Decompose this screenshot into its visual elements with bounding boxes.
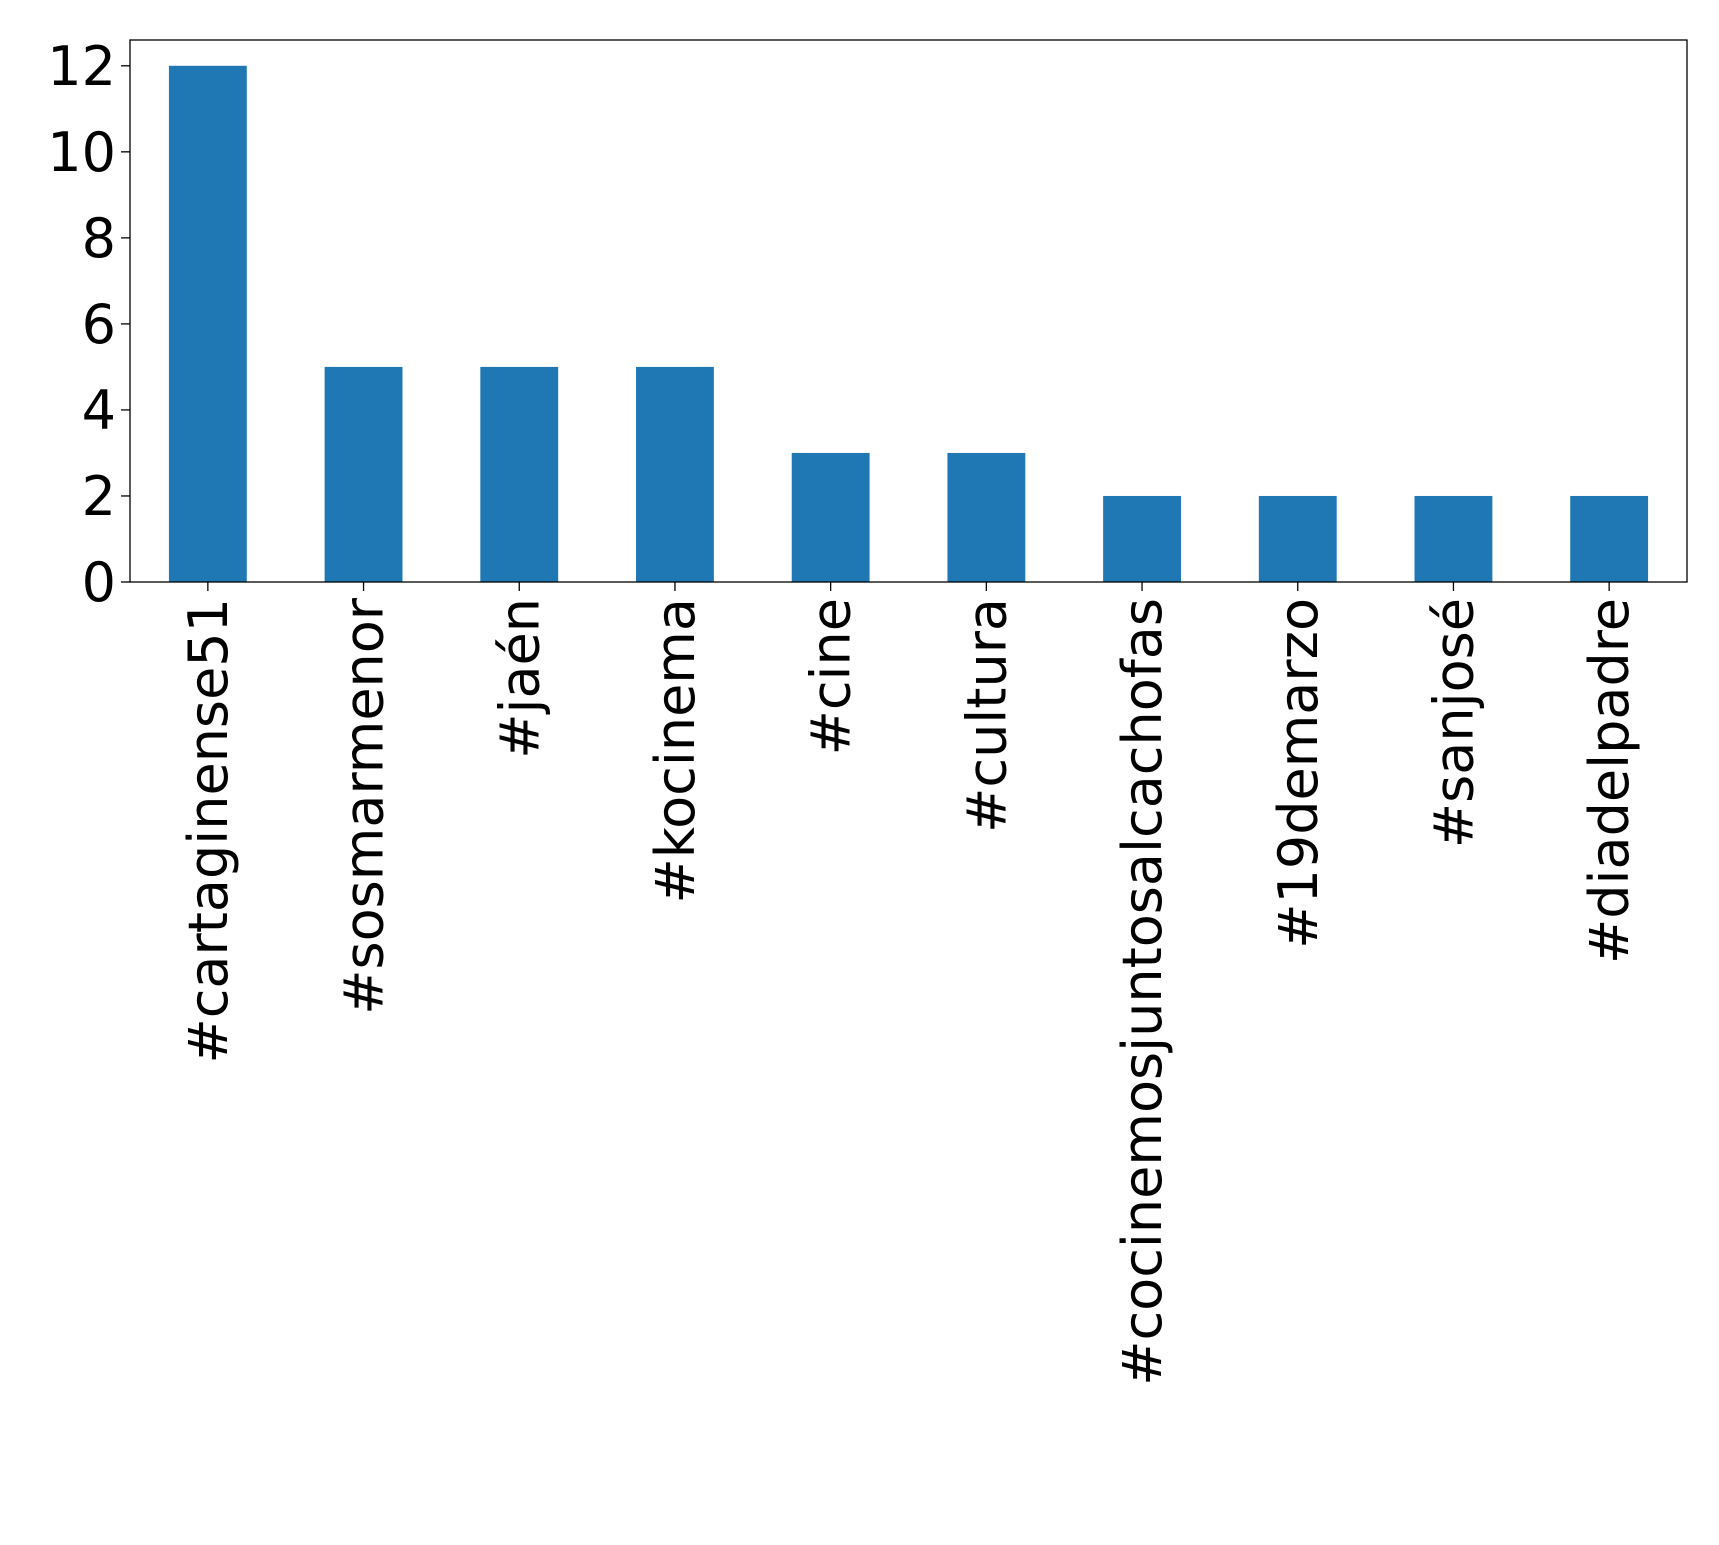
y-tick-label: 2: [82, 465, 116, 528]
x-tick-label: #19demarzo: [1267, 598, 1330, 949]
y-tick-label: 10: [47, 121, 116, 184]
y-tick-label: 0: [82, 551, 116, 614]
bar-4: [791, 452, 870, 582]
y-tick-label: 12: [47, 35, 116, 98]
bar-6: [1103, 495, 1181, 582]
y-tick-label: 4: [82, 379, 116, 442]
plot-frame: [129, 39, 1688, 583]
bar-2: [480, 366, 559, 582]
bar-9: [1570, 495, 1649, 582]
x-tick-label: #cocinemosjuntosalcachofas: [1111, 598, 1174, 1386]
x-tick-label: #jaén: [488, 598, 551, 759]
bar-5: [947, 452, 1026, 582]
x-tick-label: #cartaginense51: [177, 598, 240, 1064]
y-axis: 0 2 4 6 8 10 12: [47, 35, 130, 614]
x-tick-label: #cine: [800, 598, 863, 755]
bar-7: [1258, 495, 1337, 582]
x-tick-label: #cultura: [955, 598, 1018, 833]
bar-8: [1414, 495, 1493, 582]
x-tick-label: #sosmarmenor: [333, 597, 396, 1015]
bar-3: [636, 366, 714, 582]
bar-1: [324, 366, 403, 582]
x-tick-label: #kocinema: [644, 598, 707, 903]
x-tick-label: #sanjosé: [1422, 598, 1485, 848]
bars-group: [168, 65, 1649, 583]
bar-0: [168, 65, 247, 583]
y-tick-label: 8: [82, 207, 116, 270]
x-axis: #cartaginense51 #sosmarmenor #jaén #kocinem…: [177, 582, 1641, 1386]
x-tick-label: #diadelpadre: [1578, 598, 1641, 964]
y-tick-label: 6: [82, 293, 116, 356]
